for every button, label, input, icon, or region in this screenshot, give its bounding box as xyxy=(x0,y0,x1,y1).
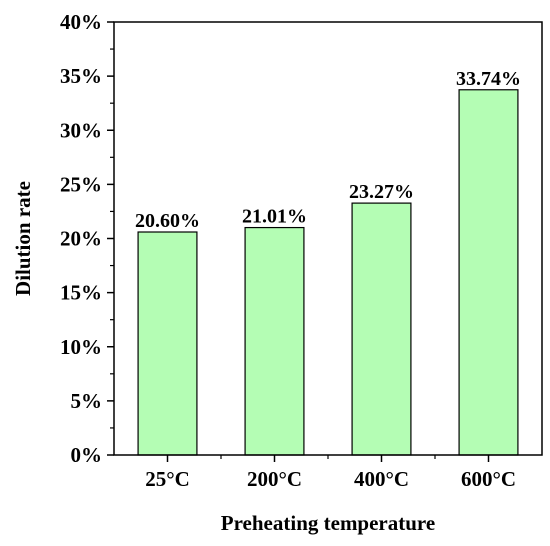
y-tick-label: 15% xyxy=(60,281,102,305)
bars xyxy=(137,89,519,456)
x-axis: 25°C 200°C 400°C 600°C xyxy=(145,455,516,491)
y-axis-title: Dilution rate xyxy=(11,181,35,296)
bar xyxy=(351,202,412,456)
bar-value-label: 33.74% xyxy=(456,68,521,90)
bar-value-label: 20.60% xyxy=(135,210,200,232)
y-tick-label: 0% xyxy=(71,443,103,467)
y-tick-label: 30% xyxy=(60,118,102,142)
x-tick-label: 600°C xyxy=(461,467,516,491)
bar xyxy=(244,226,305,456)
y-tick-label: 40% xyxy=(60,10,102,34)
bar-value-label: 23.27% xyxy=(349,181,414,203)
y-tick-label: 35% xyxy=(60,64,102,88)
bar xyxy=(137,231,198,456)
y-tick-label: 5% xyxy=(71,389,103,413)
y-axis: 0% 5% 10% 15% 20% 25% 30% 35% 40% xyxy=(60,10,114,467)
y-tick-label: 10% xyxy=(60,335,102,359)
bar xyxy=(458,89,519,456)
data-labels: 20.60% 21.01% 23.27% 33.74% xyxy=(135,68,521,232)
x-axis-title: Preheating temperature xyxy=(221,511,435,535)
x-tick-label: 200°C xyxy=(247,467,302,491)
y-tick-label: 25% xyxy=(60,172,102,196)
bar-value-label: 21.01% xyxy=(242,206,307,228)
x-tick-label: 400°C xyxy=(354,467,409,491)
x-tick-label: 25°C xyxy=(145,467,190,491)
y-tick-label: 20% xyxy=(60,227,102,251)
